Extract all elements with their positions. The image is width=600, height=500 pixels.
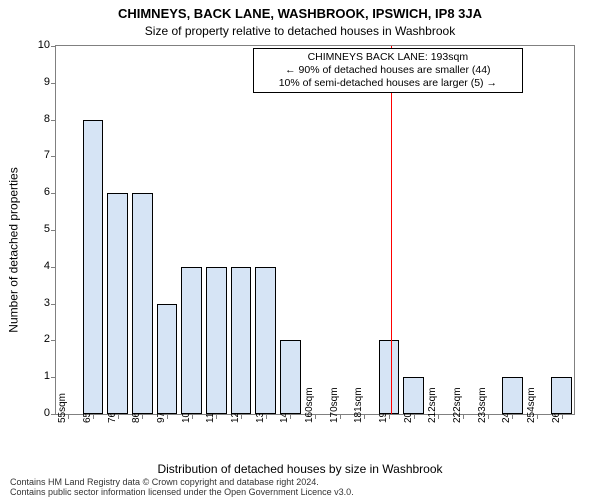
x-tick-label: 254sqm	[526, 387, 537, 423]
histogram-bar	[255, 267, 276, 414]
histogram-bar	[157, 304, 178, 414]
y-tick-label: 2	[26, 333, 50, 345]
histogram-bar	[231, 267, 252, 414]
tick-mark	[389, 414, 390, 419]
y-tick-label: 3	[26, 297, 50, 309]
histogram-bar	[206, 267, 227, 414]
x-tick-label: 160sqm	[304, 387, 315, 423]
tick-mark	[364, 414, 365, 419]
tick-mark	[51, 414, 56, 415]
tick-mark	[51, 304, 56, 305]
x-tick-label: 55sqm	[57, 393, 68, 423]
histogram-bar	[132, 193, 153, 414]
plot-area: 01234567891055sqm65sqm76sqm86sqm97sqm107…	[55, 45, 575, 415]
tick-mark	[68, 414, 69, 419]
annotation-line: ← 90% of detached houses are smaller (44…	[258, 64, 518, 77]
histogram-bar	[107, 193, 128, 414]
y-tick-label: 9	[26, 76, 50, 88]
annotation-line: 10% of semi-detached houses are larger (…	[258, 77, 518, 90]
y-tick-label: 1	[26, 370, 50, 382]
x-tick-label: 233sqm	[477, 387, 488, 423]
histogram-bar	[83, 120, 104, 414]
y-tick-label: 8	[26, 113, 50, 125]
tick-mark	[167, 414, 168, 419]
footer-line: Contains public sector information licen…	[10, 488, 354, 498]
tick-mark	[51, 193, 56, 194]
histogram-bar	[379, 340, 400, 414]
x-tick-label: 222sqm	[452, 387, 463, 423]
chart-container: CHIMNEYS, BACK LANE, WASHBROOK, IPSWICH,…	[0, 0, 600, 500]
tick-mark	[51, 83, 56, 84]
histogram-bar	[280, 340, 301, 414]
tick-mark	[51, 120, 56, 121]
tick-mark	[93, 414, 94, 419]
tick-mark	[51, 230, 56, 231]
tick-mark	[512, 414, 513, 419]
tick-mark	[438, 414, 439, 419]
y-tick-label: 5	[26, 223, 50, 235]
histogram-bar	[403, 377, 424, 414]
histogram-bar	[502, 377, 523, 414]
footer-attribution: Contains HM Land Registry data © Crown c…	[10, 478, 354, 498]
tick-mark	[290, 414, 291, 419]
y-axis-label: Number of detached properties	[4, 0, 24, 500]
tick-mark	[51, 46, 56, 47]
x-tick-label: 181sqm	[353, 387, 364, 423]
y-tick-label: 10	[26, 39, 50, 51]
y-tick-label: 7	[26, 149, 50, 161]
tick-mark	[51, 156, 56, 157]
tick-mark	[241, 414, 242, 419]
annotation-box: CHIMNEYS BACK LANE: 193sqm← 90% of detac…	[253, 48, 523, 93]
histogram-bar	[181, 267, 202, 414]
marker-line	[391, 46, 392, 414]
y-tick-label: 0	[26, 407, 50, 419]
tick-mark	[142, 414, 143, 419]
histogram-bar	[551, 377, 572, 414]
annotation-line: CHIMNEYS BACK LANE: 193sqm	[258, 51, 518, 64]
tick-mark	[537, 414, 538, 419]
tick-mark	[51, 340, 56, 341]
y-tick-label: 6	[26, 186, 50, 198]
tick-mark	[216, 414, 217, 419]
tick-mark	[463, 414, 464, 419]
chart-subtitle: Size of property relative to detached ho…	[0, 24, 600, 38]
y-tick-label: 4	[26, 260, 50, 272]
tick-mark	[51, 377, 56, 378]
tick-mark	[315, 414, 316, 419]
tick-mark	[51, 267, 56, 268]
x-axis-label: Distribution of detached houses by size …	[0, 462, 600, 476]
chart-title: CHIMNEYS, BACK LANE, WASHBROOK, IPSWICH,…	[0, 6, 600, 21]
x-tick-label: 212sqm	[427, 387, 438, 423]
x-tick-label: 170sqm	[329, 387, 340, 423]
